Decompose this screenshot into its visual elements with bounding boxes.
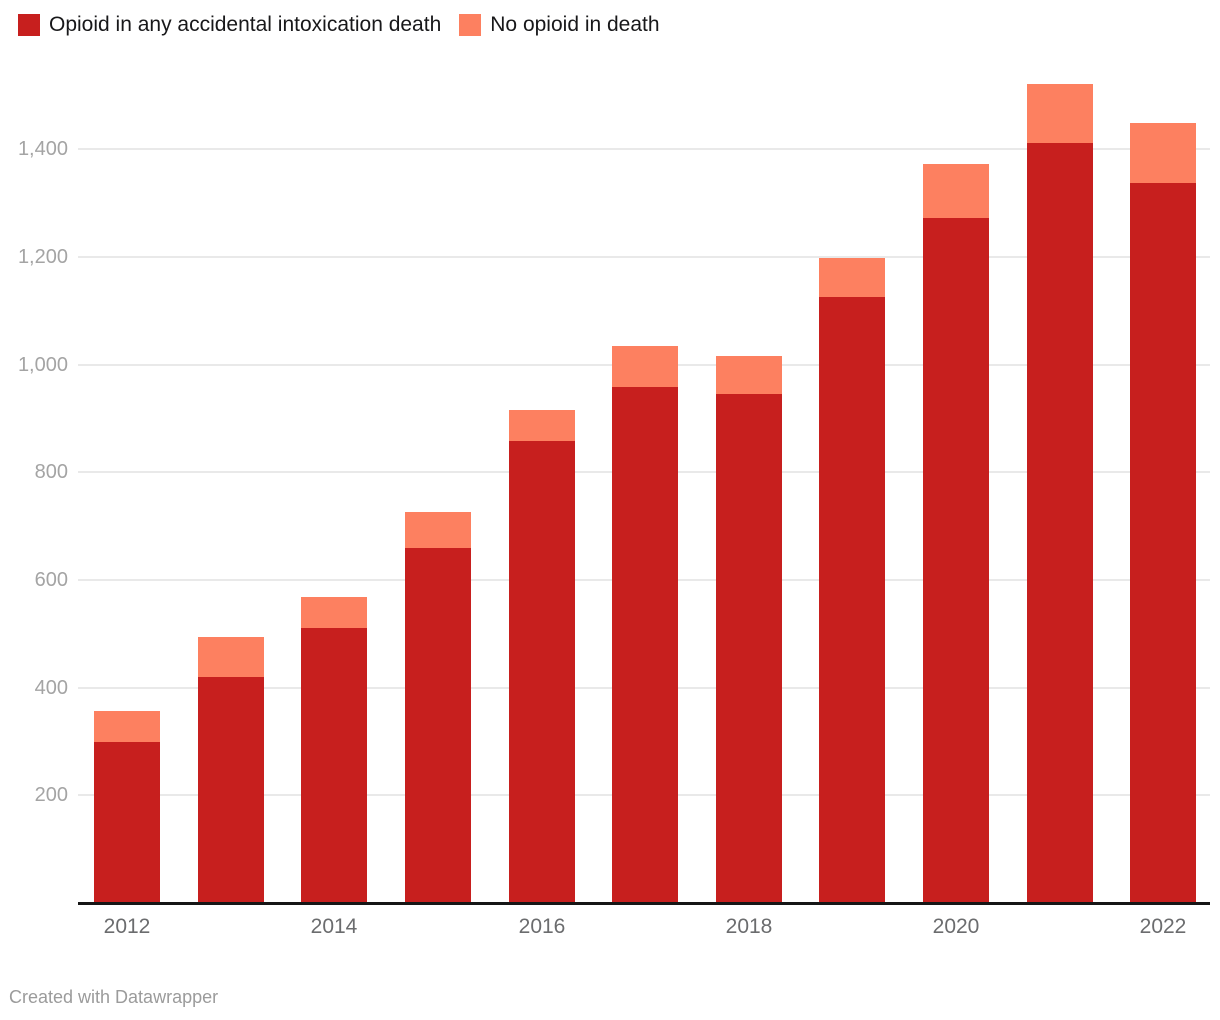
bar-segment-no-opioid-2020[interactable] — [923, 164, 989, 218]
y-tick-label-800: 800 — [34, 461, 68, 483]
bar-segment-no-opioid-2022[interactable] — [1130, 123, 1196, 183]
bar-segment-opioid-2012[interactable] — [94, 742, 160, 903]
bar-segment-no-opioid-2014[interactable] — [301, 597, 367, 628]
x-tick-label-2012: 2012 — [103, 915, 151, 938]
bar-2015[interactable] — [405, 512, 471, 903]
bar-segment-opioid-2020[interactable] — [923, 218, 989, 903]
bar-2012[interactable] — [94, 711, 160, 903]
bar-segment-opioid-2021[interactable] — [1027, 143, 1093, 903]
bar-segment-opioid-2022[interactable] — [1130, 183, 1196, 903]
datawrapper-credit[interactable]: Created with Datawrapper — [9, 987, 219, 1007]
bar-2013[interactable] — [198, 637, 264, 903]
x-tick-label-2020: 2020 — [932, 915, 980, 938]
bar-segment-opioid-2013[interactable] — [198, 677, 264, 903]
legend-label-no-opioid: No opioid in death — [490, 13, 660, 36]
y-tick-label-1200: 1,200 — [17, 246, 68, 268]
bar-segment-no-opioid-2021[interactable] — [1027, 84, 1093, 143]
x-tick-label-2018: 2018 — [725, 915, 773, 938]
y-tick-label-600: 600 — [34, 569, 68, 591]
legend-swatch-opioid — [18, 14, 40, 36]
y-tick-label-200: 200 — [34, 784, 68, 806]
bar-segment-no-opioid-2012[interactable] — [94, 711, 160, 742]
y-tick-label-1400: 1,400 — [17, 138, 68, 160]
bar-2016[interactable] — [509, 410, 575, 903]
legend-label-opioid: Opioid in any accidental intoxication de… — [49, 13, 442, 36]
bar-2014[interactable] — [301, 597, 367, 903]
bar-segment-opioid-2016[interactable] — [509, 441, 575, 903]
x-axis-line — [78, 902, 1210, 905]
gridline-1200 — [78, 256, 1210, 258]
legend-swatch-no-opioid — [459, 14, 482, 36]
y-tick-label-1000: 1,000 — [17, 354, 68, 376]
bar-segment-no-opioid-2015[interactable] — [405, 512, 471, 548]
bar-2017[interactable] — [612, 346, 678, 903]
bar-segment-no-opioid-2017[interactable] — [612, 346, 678, 387]
legend: Opioid in any accidental intoxication de… — [18, 13, 660, 37]
gridline-1400 — [78, 148, 1210, 150]
x-tick-label-2022: 2022 — [1139, 915, 1187, 938]
bar-segment-opioid-2014[interactable] — [301, 628, 367, 903]
bar-segment-opioid-2019[interactable] — [819, 297, 885, 903]
y-tick-label-400: 400 — [34, 677, 68, 699]
bar-segment-opioid-2018[interactable] — [716, 394, 782, 903]
bar-2018[interactable] — [716, 356, 782, 903]
x-tick-label-2016: 2016 — [518, 915, 566, 938]
bar-segment-no-opioid-2019[interactable] — [819, 258, 885, 297]
bar-segment-opioid-2015[interactable] — [405, 548, 471, 903]
bar-segment-no-opioid-2016[interactable] — [509, 410, 575, 441]
x-tick-label-2014: 2014 — [310, 915, 358, 938]
legend-item-no-opioid: No opioid in death — [459, 13, 660, 37]
legend-item-opioid: Opioid in any accidental intoxication de… — [18, 13, 441, 37]
bar-2019[interactable] — [819, 258, 885, 903]
bar-segment-no-opioid-2013[interactable] — [198, 637, 264, 677]
bar-2021[interactable] — [1027, 84, 1093, 903]
bar-2022[interactable] — [1130, 123, 1196, 903]
bar-2020[interactable] — [923, 164, 989, 903]
bar-segment-opioid-2017[interactable] — [612, 387, 678, 903]
bar-segment-no-opioid-2018[interactable] — [716, 356, 782, 394]
